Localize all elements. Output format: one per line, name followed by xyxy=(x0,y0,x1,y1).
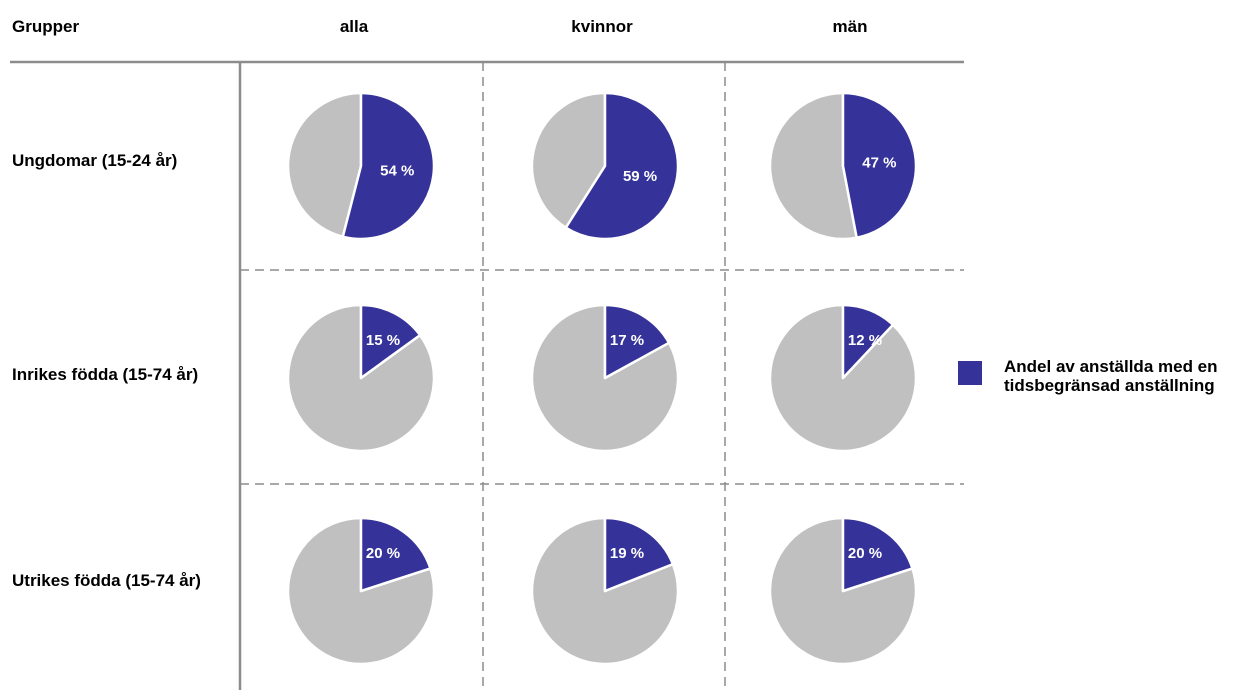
grid-lines xyxy=(10,60,964,690)
pie-slice-rest-utrikes-kvinnor xyxy=(530,516,680,666)
pie-slice-share-utrikes-kvinnor xyxy=(603,516,675,593)
value-label-inrikes-kvinnor: 17 % xyxy=(610,332,644,349)
corner-header: Grupper xyxy=(12,17,79,36)
value-label-utrikes-man: 20 % xyxy=(848,545,882,562)
pie-slice-share-inrikes-kvinnor xyxy=(603,303,671,380)
pie-slice-share-ungdomar-man xyxy=(841,91,918,239)
pie-slice-share-inrikes-man xyxy=(841,303,895,380)
pie-slice-rest-ungdomar-alla xyxy=(286,91,363,238)
legend-label-line-2: tidsbegränsad anställning xyxy=(1004,376,1215,395)
column-header-kvinnor: kvinnor xyxy=(571,17,633,36)
pie-slice-rest-ungdomar-man xyxy=(768,91,858,241)
value-label-ungdomar-kvinnor: 59 % xyxy=(623,168,657,185)
value-label-utrikes-alla: 20 % xyxy=(366,545,400,562)
value-label-inrikes-alla: 15 % xyxy=(366,332,400,349)
row-label-ungdomar: Ungdomar (15-24 år) xyxy=(12,151,177,170)
column-header-man: män xyxy=(833,17,868,36)
value-label-inrikes-man: 12 % xyxy=(848,332,882,349)
pie-slice-rest-inrikes-kvinnor xyxy=(530,303,680,453)
pie-slice-share-utrikes-man xyxy=(841,516,914,593)
pie-slice-share-inrikes-alla xyxy=(359,303,422,380)
row-label-utrikes: Utrikes födda (15-74 år) xyxy=(12,571,201,590)
pie-slice-share-ungdomar-kvinnor xyxy=(564,91,680,241)
pie-slice-share-utrikes-alla xyxy=(359,516,432,593)
value-label-ungdomar-man: 47 % xyxy=(862,155,896,172)
legend-label-line-1: Andel av anställda med en xyxy=(1004,357,1218,376)
pies: 54 % 59 % 47 % 15 % 17 % 12 % 20 % 19 % 20 % xyxy=(286,91,918,666)
value-label-ungdomar-alla: 54 % xyxy=(380,163,414,180)
row-label-inrikes: Inrikes födda (15-74 år) xyxy=(12,365,198,384)
pie-slice-share-ungdomar-alla xyxy=(341,91,436,241)
legend: Andel av anställda med en tidsbegränsad … xyxy=(958,357,1218,395)
legend-swatch xyxy=(958,361,982,385)
column-header-alla: alla xyxy=(340,17,369,36)
value-label-utrikes-kvinnor: 19 % xyxy=(610,545,644,562)
